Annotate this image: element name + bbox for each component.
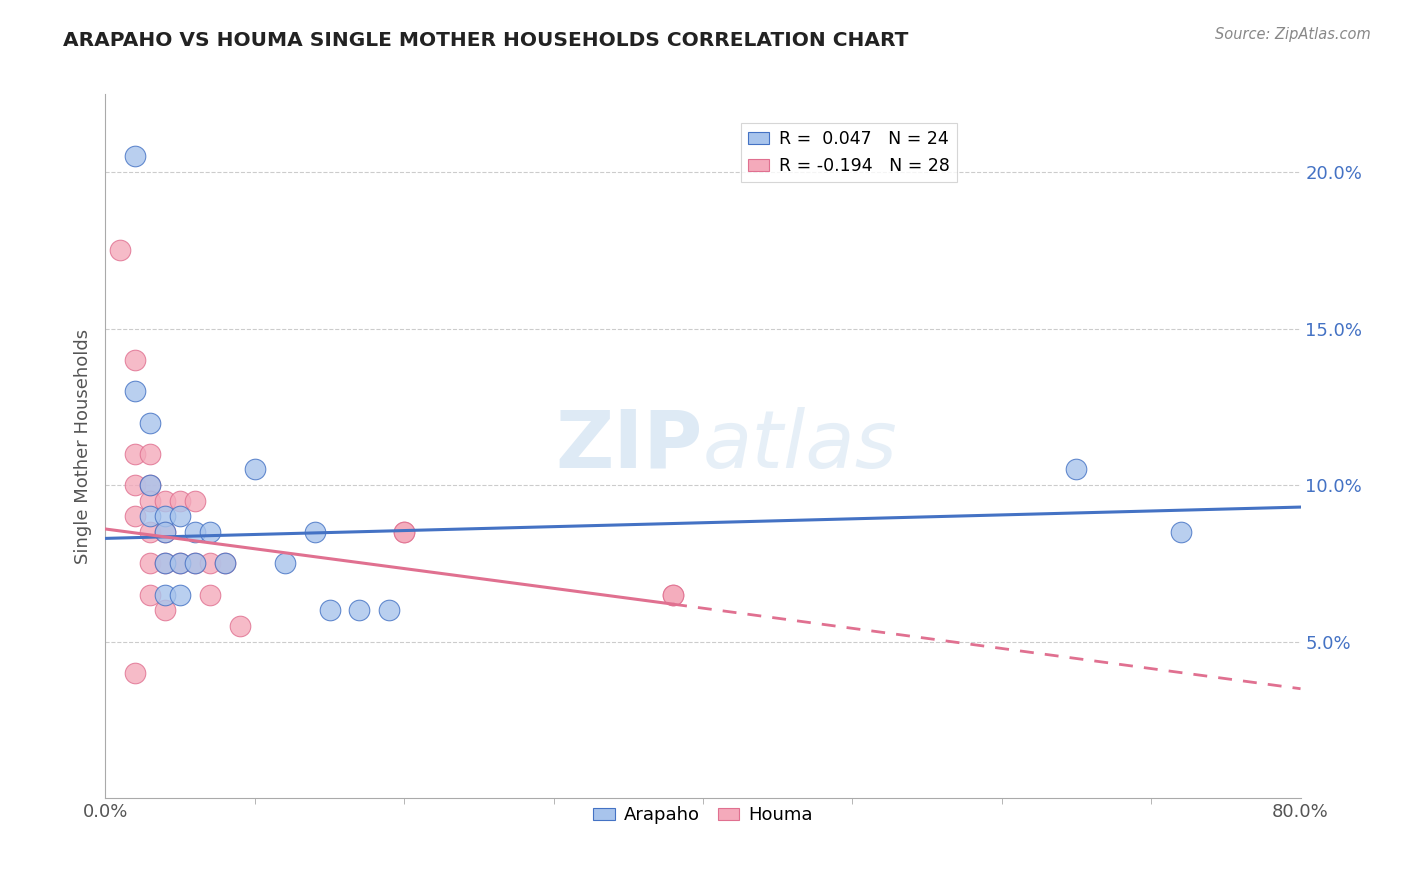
Point <box>124 352 146 367</box>
Point <box>139 416 162 430</box>
Point <box>124 384 146 399</box>
Text: ARAPAHO VS HOUMA SINGLE MOTHER HOUSEHOLDS CORRELATION CHART: ARAPAHO VS HOUMA SINGLE MOTHER HOUSEHOLD… <box>63 31 908 50</box>
Point <box>184 525 207 540</box>
Point <box>169 493 191 508</box>
Point <box>169 557 191 571</box>
Point <box>273 557 295 571</box>
Text: atlas: atlas <box>703 407 898 485</box>
Y-axis label: Single Mother Households: Single Mother Households <box>73 328 91 564</box>
Point <box>349 603 371 617</box>
Point <box>124 666 146 681</box>
Point <box>155 525 177 540</box>
Point <box>139 525 162 540</box>
Point <box>155 493 177 508</box>
Legend: Arapaho, Houma: Arapaho, Houma <box>586 799 820 831</box>
Point <box>139 557 162 571</box>
Point <box>184 557 207 571</box>
Point <box>155 588 177 602</box>
Point <box>139 478 162 492</box>
Point <box>184 493 207 508</box>
Point <box>155 525 177 540</box>
Point <box>1066 462 1088 476</box>
Point <box>139 509 162 524</box>
Point <box>155 557 177 571</box>
Point <box>214 557 236 571</box>
Point <box>198 557 221 571</box>
Point <box>214 557 236 571</box>
Text: Source: ZipAtlas.com: Source: ZipAtlas.com <box>1215 27 1371 42</box>
Point <box>124 447 146 461</box>
Point <box>662 588 685 602</box>
Point <box>662 588 685 602</box>
Point <box>243 462 266 476</box>
Point <box>318 603 340 617</box>
Point <box>378 603 401 617</box>
Point <box>124 509 146 524</box>
Point <box>304 525 326 540</box>
Point <box>139 493 162 508</box>
Point <box>169 588 191 602</box>
Point <box>198 588 221 602</box>
Point <box>155 509 177 524</box>
Point <box>229 619 252 633</box>
Point <box>124 478 146 492</box>
Point <box>139 447 162 461</box>
Point <box>139 478 162 492</box>
Point <box>1170 525 1192 540</box>
Point <box>169 557 191 571</box>
Point <box>198 525 221 540</box>
Point <box>139 588 162 602</box>
Point <box>155 557 177 571</box>
Point <box>169 509 191 524</box>
Point <box>394 525 416 540</box>
Point <box>184 557 207 571</box>
Point <box>155 603 177 617</box>
Point <box>110 244 132 258</box>
Point <box>124 149 146 163</box>
Text: ZIP: ZIP <box>555 407 703 485</box>
Point <box>394 525 416 540</box>
